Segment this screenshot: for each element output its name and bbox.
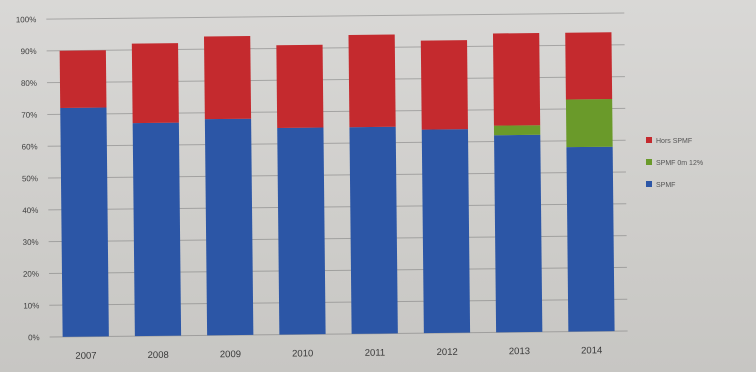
y-tick-label: 40% <box>22 206 38 215</box>
bar-segment-spmf-2010 <box>277 127 326 335</box>
bar-segment-hors-spmf-2013 <box>492 32 541 126</box>
bar-segment-spmf-2009 <box>204 118 254 336</box>
y-tick-label: 70% <box>21 111 37 120</box>
bar-segment-spmf-2007 <box>60 107 109 337</box>
bar-segment-hors-spmf-2007 <box>59 50 107 108</box>
bar-segment-hors-spmf-2014 <box>565 32 613 100</box>
x-tick-label: 2010 <box>292 348 313 359</box>
bar-segment-spmf-0m-12--2013 <box>493 125 541 136</box>
bar-segment-hors-spmf-2008 <box>131 43 179 124</box>
x-tick-label: 2007 <box>75 351 96 362</box>
bar-segment-hors-spmf-2010 <box>276 44 324 128</box>
y-tick-label: 20% <box>23 270 39 279</box>
bar-segment-spmf-2013 <box>494 134 543 333</box>
y-tick-label: 60% <box>22 142 38 151</box>
bar-segment-spmf-2008 <box>132 122 182 337</box>
x-axis: 2007 2008 2009 2010 2011 2012 2013 2014 <box>75 345 602 362</box>
bar-segment-hors-spmf-2011 <box>348 34 396 128</box>
x-tick-label: 2014 <box>581 345 602 356</box>
bar-segment-spmf-2012 <box>421 129 471 334</box>
legend-label: SPMF <box>656 182 675 189</box>
bars <box>59 32 615 337</box>
x-tick-label: 2008 <box>148 350 169 361</box>
x-tick-label: 2011 <box>365 348 386 359</box>
bar-segment-hors-spmf-2009 <box>203 36 252 120</box>
y-tick-label: 30% <box>23 238 39 247</box>
legend-label: Hors SPMF <box>656 138 692 145</box>
y-tick-label: 0% <box>28 333 40 342</box>
bar-segment-hors-spmf-2012 <box>420 40 468 130</box>
bar-segment-spmf-0m-12--2014 <box>565 99 613 148</box>
legend-label: SPMF 0m 12% <box>656 160 703 167</box>
y-axis: 0% 10% 20% 30% 40% 50% 60% 70% 80% 90% 100% <box>16 15 40 342</box>
x-tick-label: 2009 <box>220 349 241 360</box>
y-tick-label: 50% <box>22 174 38 183</box>
y-tick-label: 80% <box>21 79 37 88</box>
bar-segment-spmf-2014 <box>566 146 615 332</box>
y-tick-label: 100% <box>16 15 37 24</box>
bar-segment-spmf-2011 <box>349 126 398 334</box>
legend-swatch <box>646 181 652 187</box>
x-tick-label: 2013 <box>509 346 530 357</box>
y-tick-label: 90% <box>21 47 37 56</box>
y-tick-label: 10% <box>23 301 39 310</box>
legend-swatch <box>646 137 652 143</box>
gridline <box>46 12 625 20</box>
legend: Hors SPMF SPMF 0m 12% SPMF <box>646 137 703 189</box>
legend-swatch <box>646 159 652 165</box>
x-tick-label: 2012 <box>437 347 458 358</box>
